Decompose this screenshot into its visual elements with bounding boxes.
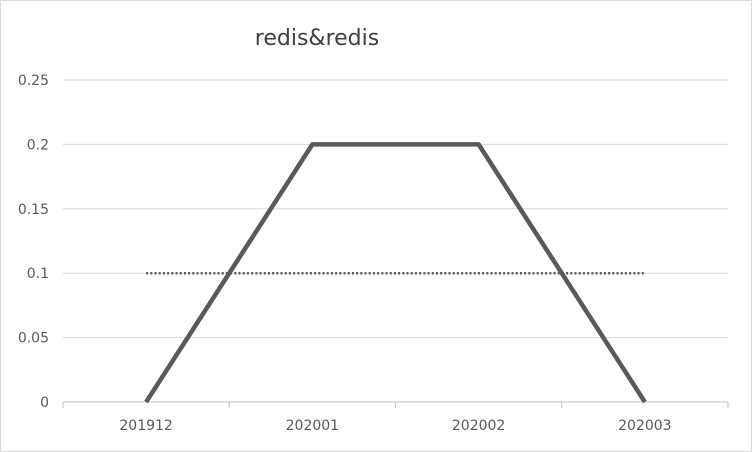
tick-labels: 0 0.05 0.1 0.15 0.2 0.25 201912 202001 202002 202… (18, 73, 672, 434)
y-tick-label: 0.2 (27, 137, 49, 153)
chart-title: redis&redis (255, 26, 379, 51)
y-tick-label: 0.05 (18, 331, 49, 347)
y-tick-label: 0 (40, 395, 49, 411)
y-tick-label: 0.15 (18, 202, 49, 218)
x-tick-label: 202002 (452, 418, 505, 434)
series-line (144, 142, 647, 404)
gridlines (63, 79, 728, 339)
y-tick-label: 0.25 (18, 73, 49, 89)
y-tick-label: 0.1 (27, 266, 49, 282)
x-tick-label: 201912 (119, 418, 172, 434)
axes (62, 401, 729, 408)
x-tick-label: 202001 (286, 418, 339, 434)
series-layer (144, 142, 647, 404)
x-tick-label: 202003 (618, 418, 671, 434)
